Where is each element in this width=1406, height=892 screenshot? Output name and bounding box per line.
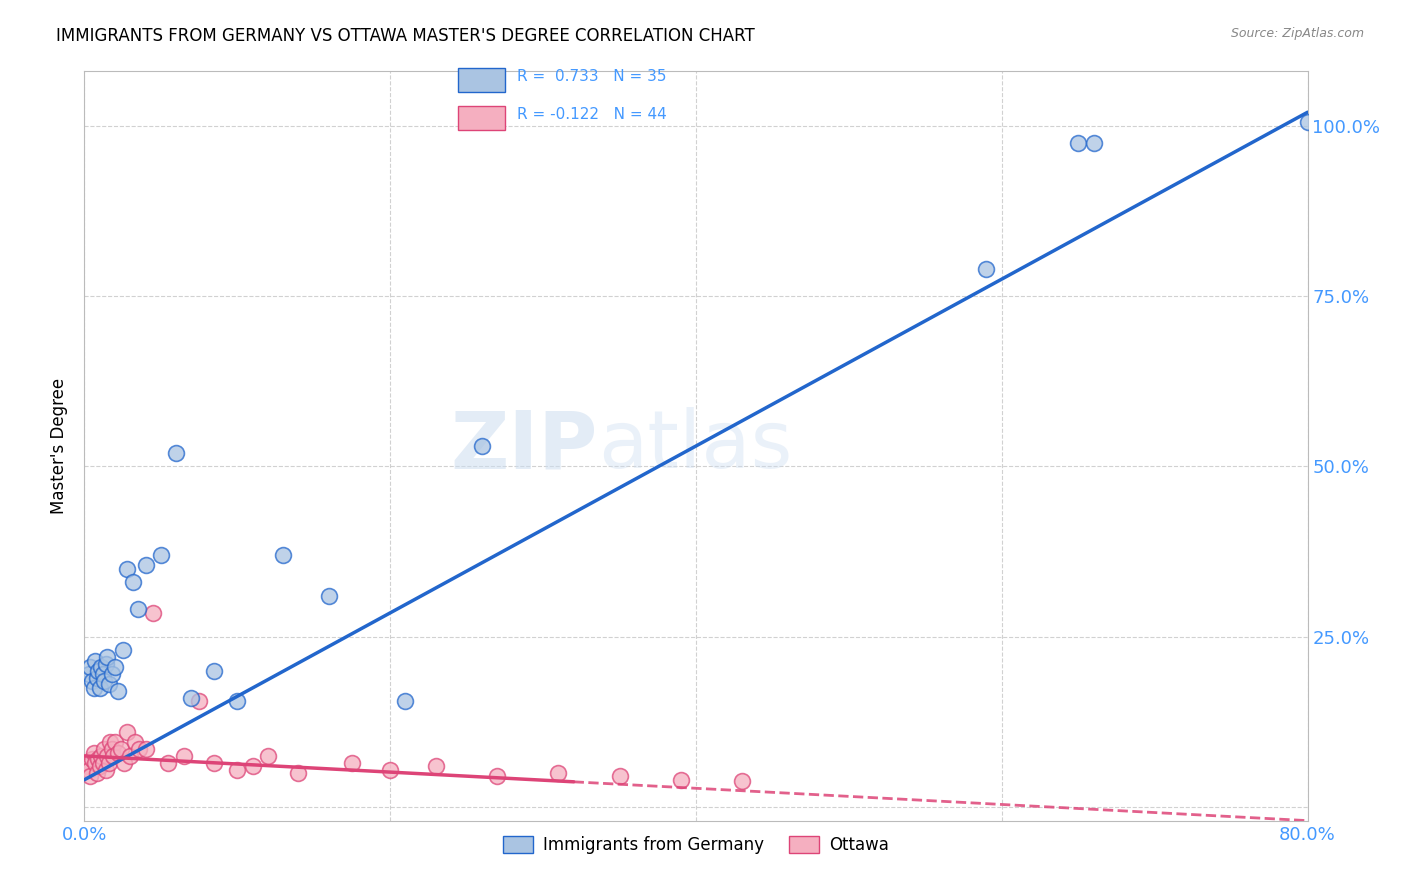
Point [115, 725, 138, 739]
Text: R =  0.733   N = 35: R = 0.733 N = 35 [516, 69, 666, 84]
Point [89, 759, 111, 773]
Point [112, 756, 135, 770]
Point [425, 759, 447, 773]
Point [287, 766, 309, 780]
Point [226, 694, 249, 708]
Point [86, 671, 108, 685]
Text: Source: ZipAtlas.com: Source: ZipAtlas.com [1230, 27, 1364, 40]
Point [547, 766, 569, 780]
Point [94, 657, 117, 671]
Point [1083, 136, 1105, 150]
Point [83, 746, 105, 760]
Point [77, 763, 100, 777]
Point [97, 756, 120, 770]
Point [90, 660, 112, 674]
Point [271, 548, 294, 562]
Point [93, 673, 115, 688]
Point [83, 681, 105, 695]
Point [115, 561, 138, 575]
Point [157, 756, 180, 770]
Text: ZIP: ZIP [451, 407, 598, 485]
Point [188, 694, 211, 708]
Point [87, 664, 110, 678]
Point [202, 756, 225, 770]
Point [93, 742, 115, 756]
Point [257, 748, 280, 763]
FancyBboxPatch shape [458, 106, 505, 130]
Point [1067, 136, 1090, 150]
Point [89, 681, 111, 695]
Point [471, 439, 494, 453]
Point [976, 261, 998, 276]
Point [380, 763, 402, 777]
Point [669, 772, 692, 787]
Point [104, 660, 127, 674]
Point [79, 769, 101, 783]
Point [91, 756, 114, 770]
Point [242, 759, 264, 773]
Point [120, 748, 142, 763]
Point [609, 769, 631, 783]
Point [87, 752, 110, 766]
Point [104, 735, 127, 749]
Point [122, 575, 145, 590]
Point [124, 735, 146, 749]
Point [135, 742, 157, 756]
Point [96, 748, 118, 763]
Point [84, 654, 107, 668]
Point [202, 664, 225, 678]
Point [226, 763, 249, 777]
Point [101, 742, 124, 756]
Point [165, 446, 187, 460]
Point [97, 677, 120, 691]
Point [80, 673, 103, 688]
Point [142, 606, 165, 620]
Point [98, 735, 121, 749]
Point [103, 748, 125, 763]
Point [80, 752, 103, 766]
Point [135, 558, 157, 573]
Point [94, 763, 117, 777]
Point [180, 691, 202, 706]
Point [96, 650, 118, 665]
Point [110, 742, 132, 756]
Point [318, 589, 340, 603]
Point [340, 756, 363, 770]
Point [394, 694, 416, 708]
Point [84, 756, 107, 770]
Point [107, 746, 129, 760]
Point [1296, 115, 1319, 129]
Point [90, 748, 112, 763]
Point [76, 759, 98, 773]
Point [101, 667, 124, 681]
Point [173, 748, 195, 763]
Point [111, 643, 134, 657]
Point [86, 766, 108, 780]
Point [149, 548, 172, 562]
Y-axis label: Master's Degree: Master's Degree [51, 378, 69, 514]
Point [77, 667, 100, 681]
Point [91, 667, 114, 681]
Point [107, 684, 129, 698]
FancyBboxPatch shape [458, 68, 505, 92]
Point [731, 774, 754, 789]
Point [79, 660, 101, 674]
Text: IMMIGRANTS FROM GERMANY VS OTTAWA MASTER'S DEGREE CORRELATION CHART: IMMIGRANTS FROM GERMANY VS OTTAWA MASTER… [56, 27, 755, 45]
Point [128, 742, 150, 756]
Text: R = -0.122   N = 44: R = -0.122 N = 44 [516, 107, 666, 122]
Point [486, 769, 509, 783]
Legend: Immigrants from Germany, Ottawa: Immigrants from Germany, Ottawa [496, 830, 896, 861]
Text: atlas: atlas [598, 407, 793, 485]
Point [127, 602, 149, 616]
